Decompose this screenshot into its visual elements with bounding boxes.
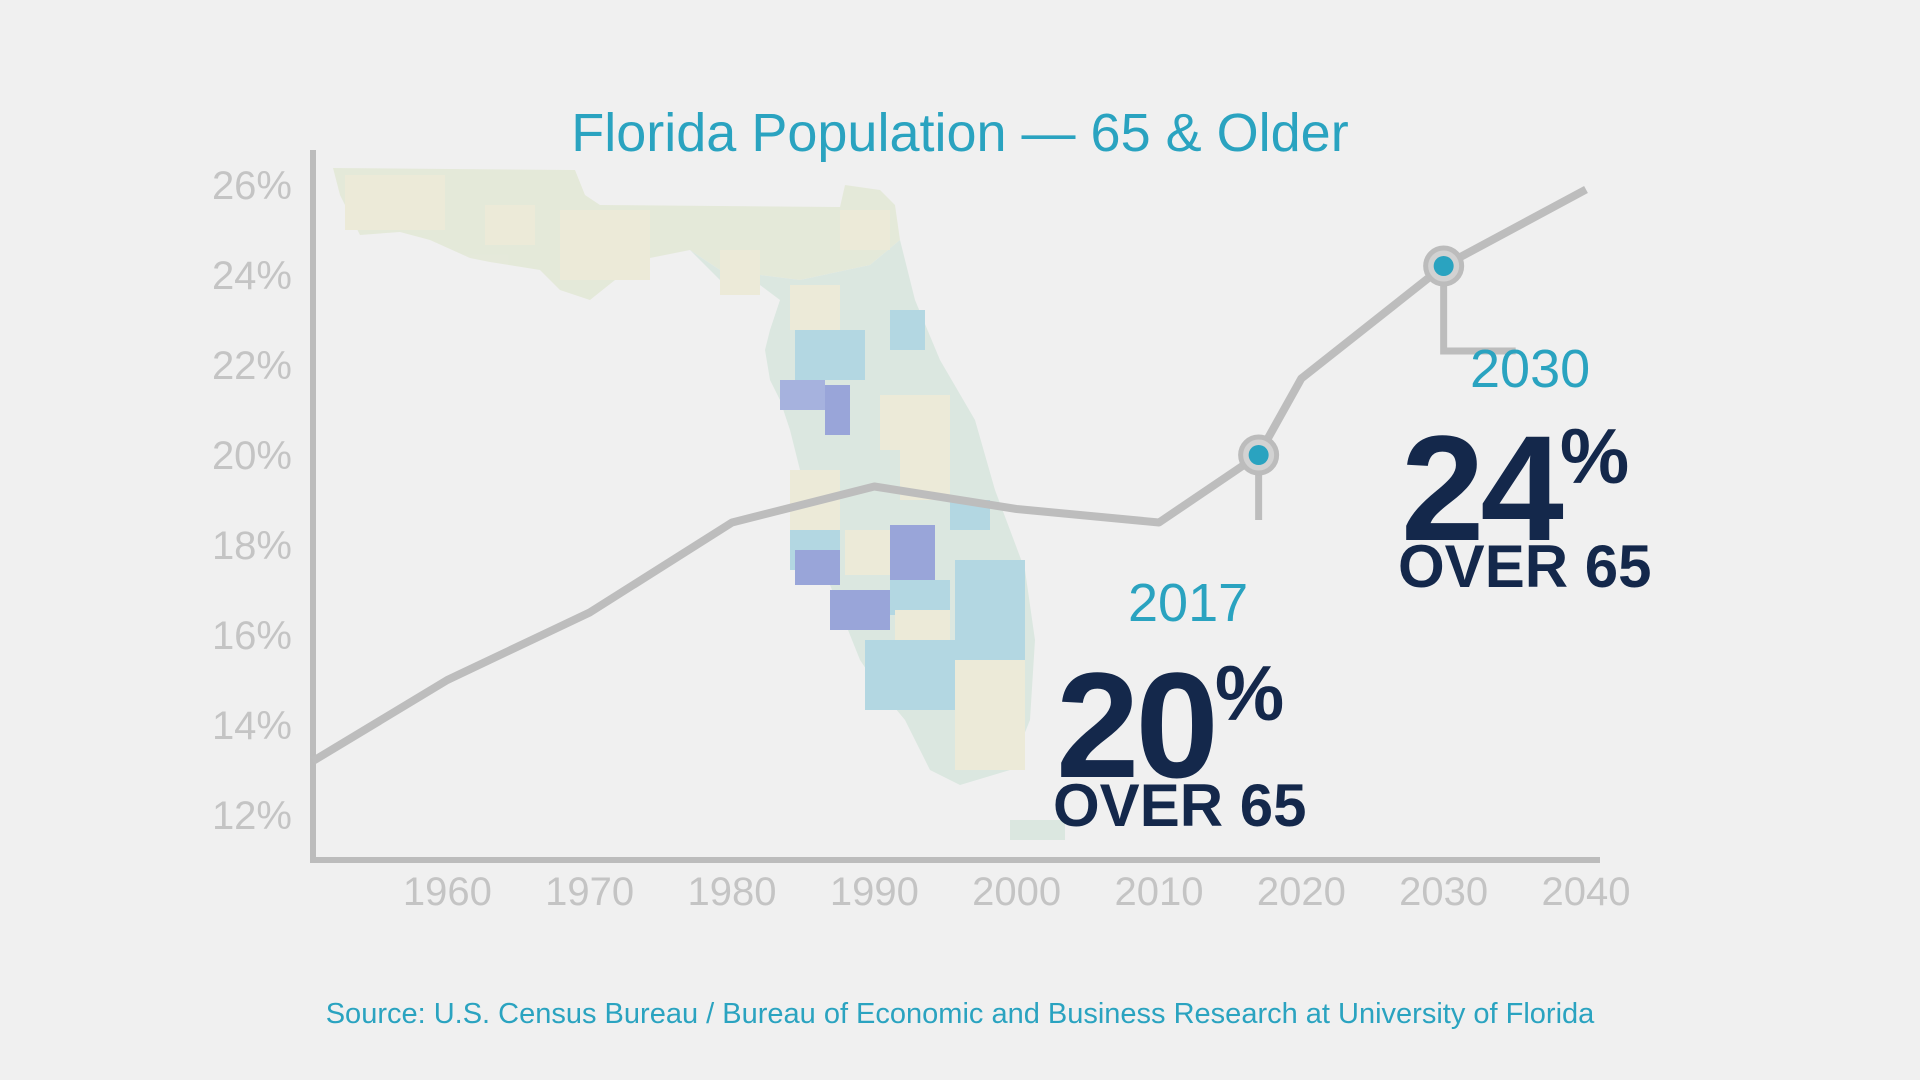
map-county <box>880 395 950 450</box>
x-tick-label: 2020 <box>1257 870 1346 914</box>
x-tick-label: 2040 <box>1542 870 1631 914</box>
annotation-2017-value: 20% <box>1056 650 1284 800</box>
tick-labels: 26% 24% 22% 20% 18% 16% 14% 12% 1960 1970 1980 1990… <box>212 164 1631 914</box>
annotation-2017-year: 2017 <box>1128 573 1249 633</box>
map-county <box>485 205 535 245</box>
y-tick-label: 22% <box>212 344 292 388</box>
source-note: Source: U.S. Census Bureau / Bureau of E… <box>325 998 1595 1030</box>
markers-layer <box>1238 245 1516 520</box>
y-tick-label: 24% <box>212 254 292 298</box>
map-county <box>895 610 950 640</box>
x-tick-label: 1960 <box>403 870 492 914</box>
map-county <box>825 385 850 435</box>
annotation-2030-percent-sign: % <box>1559 412 1630 500</box>
series-line <box>310 185 1588 765</box>
map-county <box>890 580 950 615</box>
x-tick-label: 1980 <box>688 870 777 914</box>
map-county <box>955 560 1025 660</box>
map-county <box>795 330 865 380</box>
x-tick-label: 2010 <box>1115 870 1204 914</box>
map-county <box>345 175 445 230</box>
annotation-2017-sub: OVER 65 <box>1053 772 1307 839</box>
annotation-2030-value: 24% <box>1401 413 1629 563</box>
data-marker-dot <box>1433 256 1454 276</box>
leader-line <box>1440 266 1516 355</box>
chart-title: Florida Population — 65 & Older <box>571 103 1349 163</box>
map-county <box>1010 820 1065 840</box>
map-county <box>865 640 955 710</box>
map-county <box>560 210 650 280</box>
y-tick-label: 16% <box>212 614 292 658</box>
x-tick-label: 2030 <box>1399 870 1488 914</box>
annotation-2030-sub: OVER 65 <box>1398 533 1652 600</box>
y-tick-label: 12% <box>212 794 292 838</box>
map-county <box>890 525 935 585</box>
y-tick-label: 26% <box>212 164 292 208</box>
map-county <box>790 285 840 330</box>
map-county <box>830 590 890 630</box>
x-tick-label: 1990 <box>830 870 919 914</box>
map-county <box>780 380 825 410</box>
map-county <box>795 550 840 585</box>
x-tick-label: 2000 <box>972 870 1061 914</box>
annotation-2030-number: 24 <box>1401 404 1564 572</box>
map-county <box>840 210 890 250</box>
map-county <box>955 660 1025 770</box>
x-tick-label: 1970 <box>545 870 634 914</box>
y-tick-label: 18% <box>212 524 292 568</box>
axes <box>310 150 1600 863</box>
y-tick-label: 20% <box>212 434 292 478</box>
annotation-2017-percent-sign: % <box>1214 649 1285 737</box>
series-layer <box>310 185 1588 765</box>
annotation-2030-year: 2030 <box>1470 339 1591 399</box>
data-marker-dot <box>1248 445 1269 465</box>
map-county <box>720 250 760 295</box>
annotation-2017-number: 20 <box>1056 641 1219 809</box>
florida-map-background <box>333 168 1065 840</box>
y-tick-label: 14% <box>212 704 292 748</box>
map-county <box>845 530 890 575</box>
map-county <box>890 310 925 350</box>
